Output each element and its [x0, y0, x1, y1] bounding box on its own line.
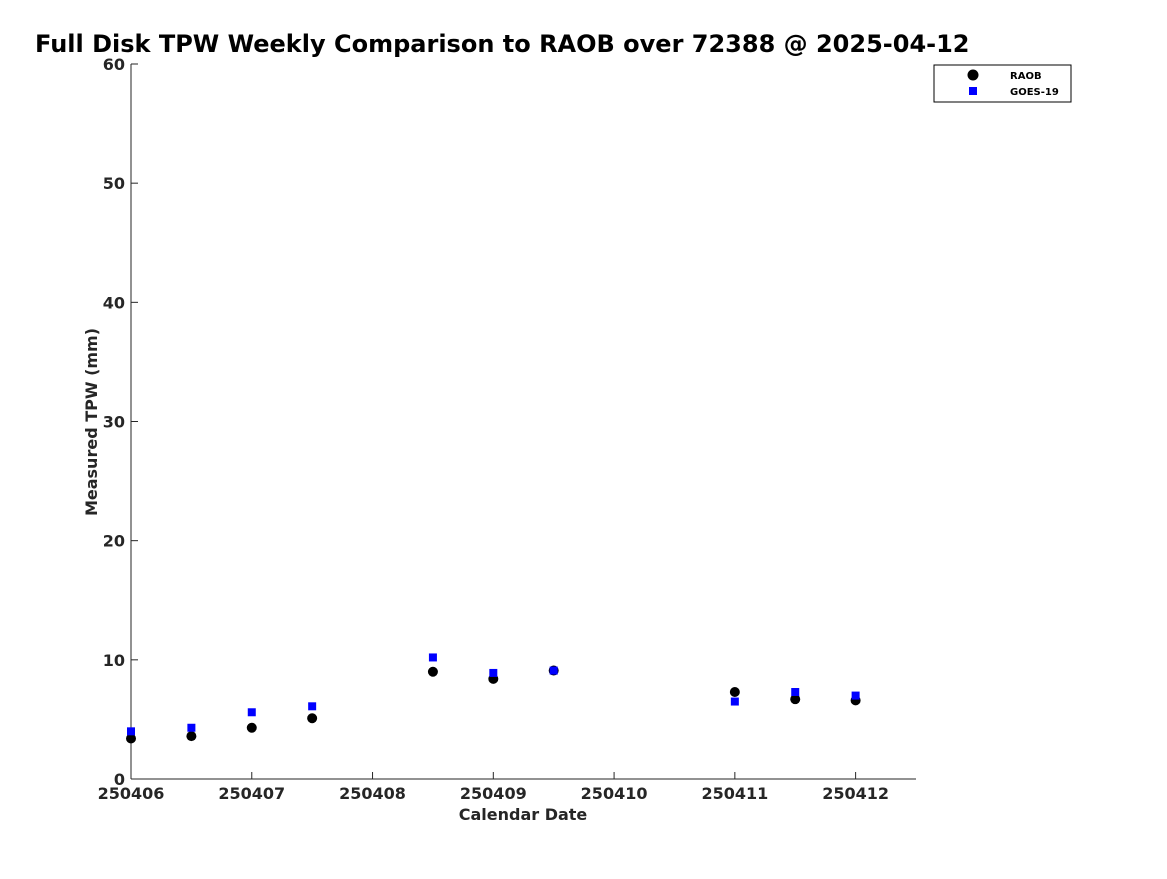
raob-point	[790, 694, 801, 705]
legend-box	[933, 64, 1072, 103]
y-tick-label: 0	[114, 770, 125, 789]
y-tick-label: 50	[103, 174, 125, 193]
legend-raob-marker	[967, 69, 979, 81]
goes19-point	[730, 697, 739, 706]
goes19-point	[851, 691, 860, 700]
x-ticks: 250406 250407 250408 250409 250410 250411 2504…	[98, 772, 889, 803]
chart-title: Full Disk TPW Weekly Comparison to RAOB …	[35, 30, 970, 58]
raob-point	[246, 722, 257, 733]
legend-goes-marker	[969, 87, 977, 95]
x-tick-label: 250412	[822, 784, 889, 803]
x-tick-label: 250410	[581, 784, 648, 803]
y-tick-label: 10	[103, 651, 125, 670]
raob-point	[729, 687, 740, 698]
raob-point	[126, 733, 136, 744]
data-points	[126, 653, 861, 744]
x-tick-label: 250408	[339, 784, 406, 803]
y-tick-label: 60	[103, 55, 125, 74]
legend-goes-label: GOES-19	[1010, 87, 1059, 98]
y-tick-label: 20	[103, 532, 125, 551]
x-tick-label: 250407	[218, 784, 285, 803]
goes19-point	[489, 668, 498, 677]
goes19-point	[791, 688, 800, 697]
goes19-point	[127, 727, 135, 736]
goes19-point	[308, 702, 317, 711]
goes19-point	[187, 723, 196, 732]
raob-point	[307, 713, 318, 724]
goes19-point	[247, 708, 256, 717]
x-tick-label: 250406	[98, 784, 165, 803]
goes19-point	[549, 666, 558, 675]
y-axis-label: Measured TPW (mm)	[82, 328, 101, 516]
x-axis-label: Calendar Date	[459, 805, 588, 824]
legend: RAOB GOES-19	[933, 64, 1072, 103]
raob-point	[186, 731, 197, 742]
raob-point	[427, 666, 438, 677]
goes19-point	[428, 653, 437, 662]
x-tick-label: 250411	[701, 784, 768, 803]
y-tick-label: 40	[103, 293, 125, 312]
y-tick-label: 30	[103, 413, 125, 432]
legend-raob-label: RAOB	[1010, 71, 1042, 82]
x-tick-label: 250409	[460, 784, 527, 803]
y-ticks: 0 10 20 30 40 50 60	[103, 55, 138, 789]
